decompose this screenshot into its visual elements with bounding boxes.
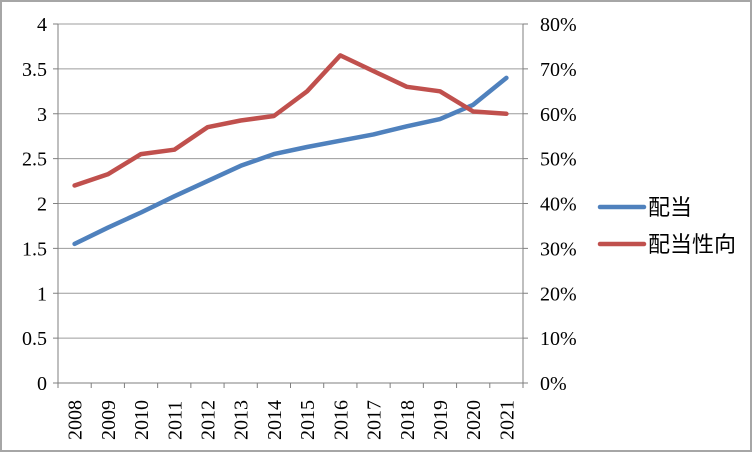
legend-label-dividend: 配当 <box>648 195 692 220</box>
x-axis-label: 2014 <box>264 400 286 440</box>
y-axis-label: 4 <box>37 14 47 36</box>
y-axis-label: 0.5 <box>22 328 47 350</box>
y2-axis-label: 80% <box>540 14 577 36</box>
y-axis-label: 1 <box>37 283 47 305</box>
y2-axis-label: 20% <box>540 283 577 305</box>
dividend-series-line <box>72 75 509 247</box>
y2-axis-label: 60% <box>540 104 577 126</box>
x-axis-label: 2016 <box>330 400 352 440</box>
x-axis-label: 2019 <box>430 400 452 440</box>
y2-axis-label: 70% <box>540 59 577 81</box>
y2-axis-label: 0% <box>540 373 567 395</box>
x-axis-label: 2009 <box>98 400 120 440</box>
y-axis-label: 1.5 <box>22 238 47 260</box>
x-axis-label: 2015 <box>297 400 319 440</box>
dividend-payout-line-chart: 4 80% 3.5 70% 3 60% 2.5 50% 2 40% 1.5 30% 1 20% 0.5 10%… <box>22 14 736 440</box>
x-axis-label: 2010 <box>131 400 153 440</box>
y-axis-label: 0 <box>37 373 47 395</box>
y-axis-label: 3.5 <box>22 59 47 81</box>
x-axis-label: 2020 <box>463 400 485 440</box>
payout-ratio-series-line <box>72 53 509 188</box>
x-axis-label: 2013 <box>231 400 253 440</box>
y-axis-label: 3 <box>37 104 47 126</box>
y-axis-label: 2.5 <box>22 149 47 171</box>
y2-axis-label: 10% <box>540 328 577 350</box>
y-axis-label: 2 <box>37 194 47 216</box>
x-axis-label: 2018 <box>397 400 419 440</box>
x-axis-label: 2008 <box>65 400 87 440</box>
y2-axis-label: 30% <box>540 238 577 260</box>
y2-axis-label: 40% <box>540 194 577 216</box>
legend-label-payout-ratio: 配当性向 <box>648 232 736 257</box>
x-axis-label: 2021 <box>496 400 518 440</box>
y2-axis-label: 50% <box>540 149 577 171</box>
x-axis-label: 2017 <box>364 400 386 440</box>
x-axis-label: 2012 <box>197 400 219 440</box>
x-axis-label: 2011 <box>164 401 186 440</box>
